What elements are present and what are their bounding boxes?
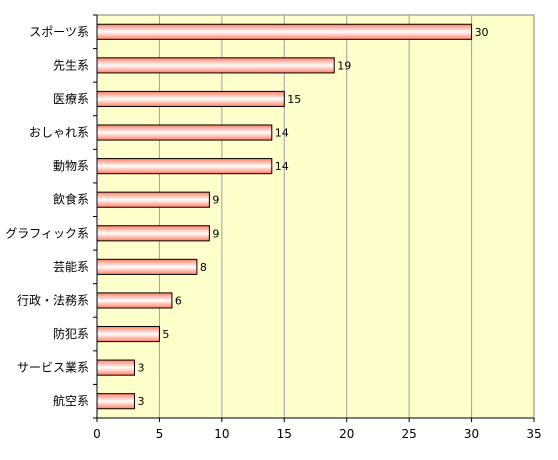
data-label-9: 5 xyxy=(162,328,169,341)
x-tick-label-30: 30 xyxy=(464,427,479,441)
bar-9 xyxy=(96,325,160,343)
axes: 0 5 10 15 20 25 30 35スポーツ系先生系医療系おしゃれ系動物系飲食系グラフィ… xyxy=(5,14,542,441)
bar-7 xyxy=(96,258,198,275)
category-label-9: 防犯系 xyxy=(53,326,89,341)
bar-3 xyxy=(96,124,273,141)
category-label-11: 航空系 xyxy=(53,393,89,408)
data-label-3: 14 xyxy=(275,127,289,140)
data-label-0: 30 xyxy=(475,26,489,39)
x-tick-label-5: 5 xyxy=(156,427,164,441)
category-label-6: グラフィック系 xyxy=(5,226,89,240)
category-label-10: サービス業系 xyxy=(17,361,89,375)
bar-0 xyxy=(96,23,473,40)
x-tick-label-0: 0 xyxy=(93,427,101,441)
bar-8 xyxy=(96,292,173,309)
bar-5 xyxy=(96,191,210,208)
bar-6 xyxy=(96,225,210,242)
data-label-10: 3 xyxy=(137,362,144,375)
category-label-0: スポーツ系 xyxy=(29,25,89,39)
x-tick-label-35: 35 xyxy=(526,427,541,441)
category-label-7: 芸能系 xyxy=(53,260,89,274)
bar-11 xyxy=(96,393,135,410)
category-label-8: 行政・法務系 xyxy=(17,293,89,307)
data-label-8: 6 xyxy=(175,294,182,307)
category-label-5: 飲食系 xyxy=(53,192,89,207)
data-label-7: 8 xyxy=(200,261,207,274)
data-label-1: 19 xyxy=(337,59,351,72)
x-tick-label-15: 15 xyxy=(277,427,292,441)
category-label-1: 先生系 xyxy=(53,58,89,72)
bar-1 xyxy=(96,57,335,74)
data-label-5: 9 xyxy=(212,194,219,207)
x-tick-label-20: 20 xyxy=(339,427,354,441)
category-label-4: 動物系 xyxy=(53,159,89,173)
bar-4 xyxy=(96,158,273,175)
data-label-6: 9 xyxy=(212,227,219,240)
category-label-3: おしゃれ系 xyxy=(29,126,89,140)
data-label-11: 3 xyxy=(137,395,144,408)
data-label-2: 15 xyxy=(287,93,301,106)
data-label-4: 14 xyxy=(275,160,289,173)
plot-area xyxy=(96,14,535,419)
bar-2 xyxy=(96,90,285,108)
category-label-2: 医療系 xyxy=(53,92,89,106)
bar-10 xyxy=(96,359,135,376)
x-tick-label-25: 25 xyxy=(402,427,417,441)
x-tick-label-10: 10 xyxy=(214,427,229,441)
gridlines xyxy=(158,15,473,418)
